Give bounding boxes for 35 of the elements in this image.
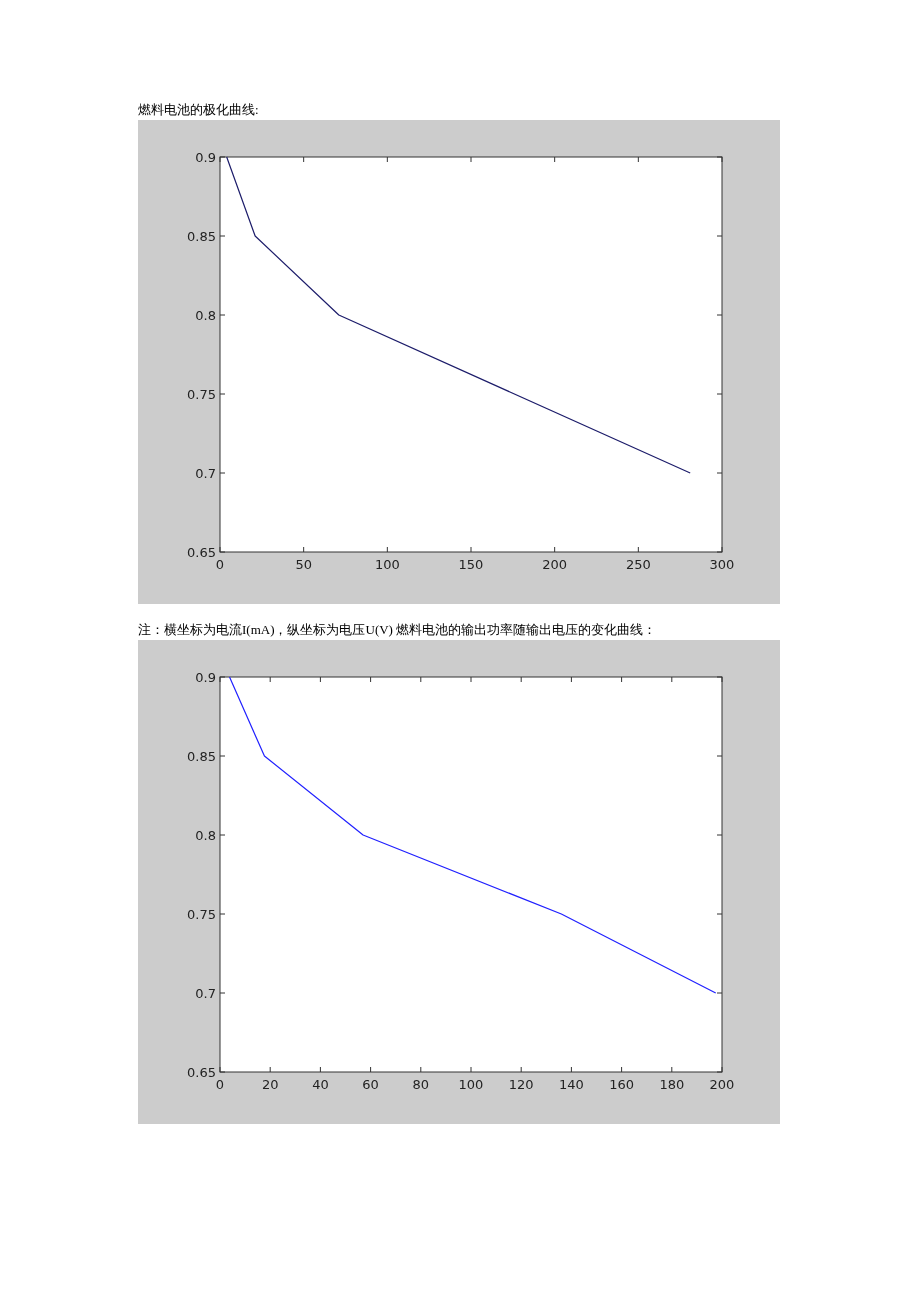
x-tick-label: 120 (508, 1077, 534, 1092)
x-tick-label: 50 (295, 557, 312, 572)
y-tick-label: 0.7 (195, 466, 216, 481)
x-tick-label: 200 (709, 1077, 735, 1092)
x-tick-label: 250 (625, 557, 651, 572)
y-tick-label: 0.9 (195, 150, 216, 165)
x-tick-label: 300 (709, 557, 735, 572)
x-tick-label: 100 (374, 557, 400, 572)
x-tick-label: 60 (362, 1077, 379, 1092)
x-tick-label: 80 (412, 1077, 430, 1092)
x-tick-label: 100 (458, 1077, 484, 1092)
x-tick-label: 180 (659, 1077, 685, 1092)
y-tick-label: 0.85 (187, 749, 216, 764)
x-tick-label: 150 (458, 557, 484, 572)
chart-title: 燃料电池的极化曲线: (138, 102, 259, 117)
text: 注：横坐标为电流I(mA)，纵坐标为电压U(V) (138, 622, 397, 637)
y-tick-label: 0.85 (187, 229, 216, 244)
y-tick-label: 0.7 (195, 986, 216, 1001)
y-tick-label: 0.75 (187, 387, 216, 402)
line-series (228, 676, 717, 994)
chart-title: 燃料电池的输出功率随输出电压的变化曲线： (396, 622, 657, 637)
y-tick-label: 0.65 (187, 545, 216, 560)
line-series (226, 156, 691, 474)
y-tick-label: 0.8 (195, 828, 216, 843)
x-tick-label: 160 (609, 1077, 635, 1092)
x-tick-label: 20 (261, 1077, 279, 1092)
y-tick-label: 0.75 (187, 907, 216, 922)
x-tick-label: 200 (542, 557, 568, 572)
x-tick-label: 140 (558, 1077, 584, 1092)
y-tick-label: 0.65 (187, 1065, 216, 1080)
y-tick-label: 0.9 (195, 670, 216, 685)
y-tick-label: 0.8 (195, 308, 216, 323)
x-tick-label: 0 (215, 557, 225, 572)
x-tick-label: 0 (215, 1077, 225, 1092)
x-tick-label: 40 (312, 1077, 329, 1092)
